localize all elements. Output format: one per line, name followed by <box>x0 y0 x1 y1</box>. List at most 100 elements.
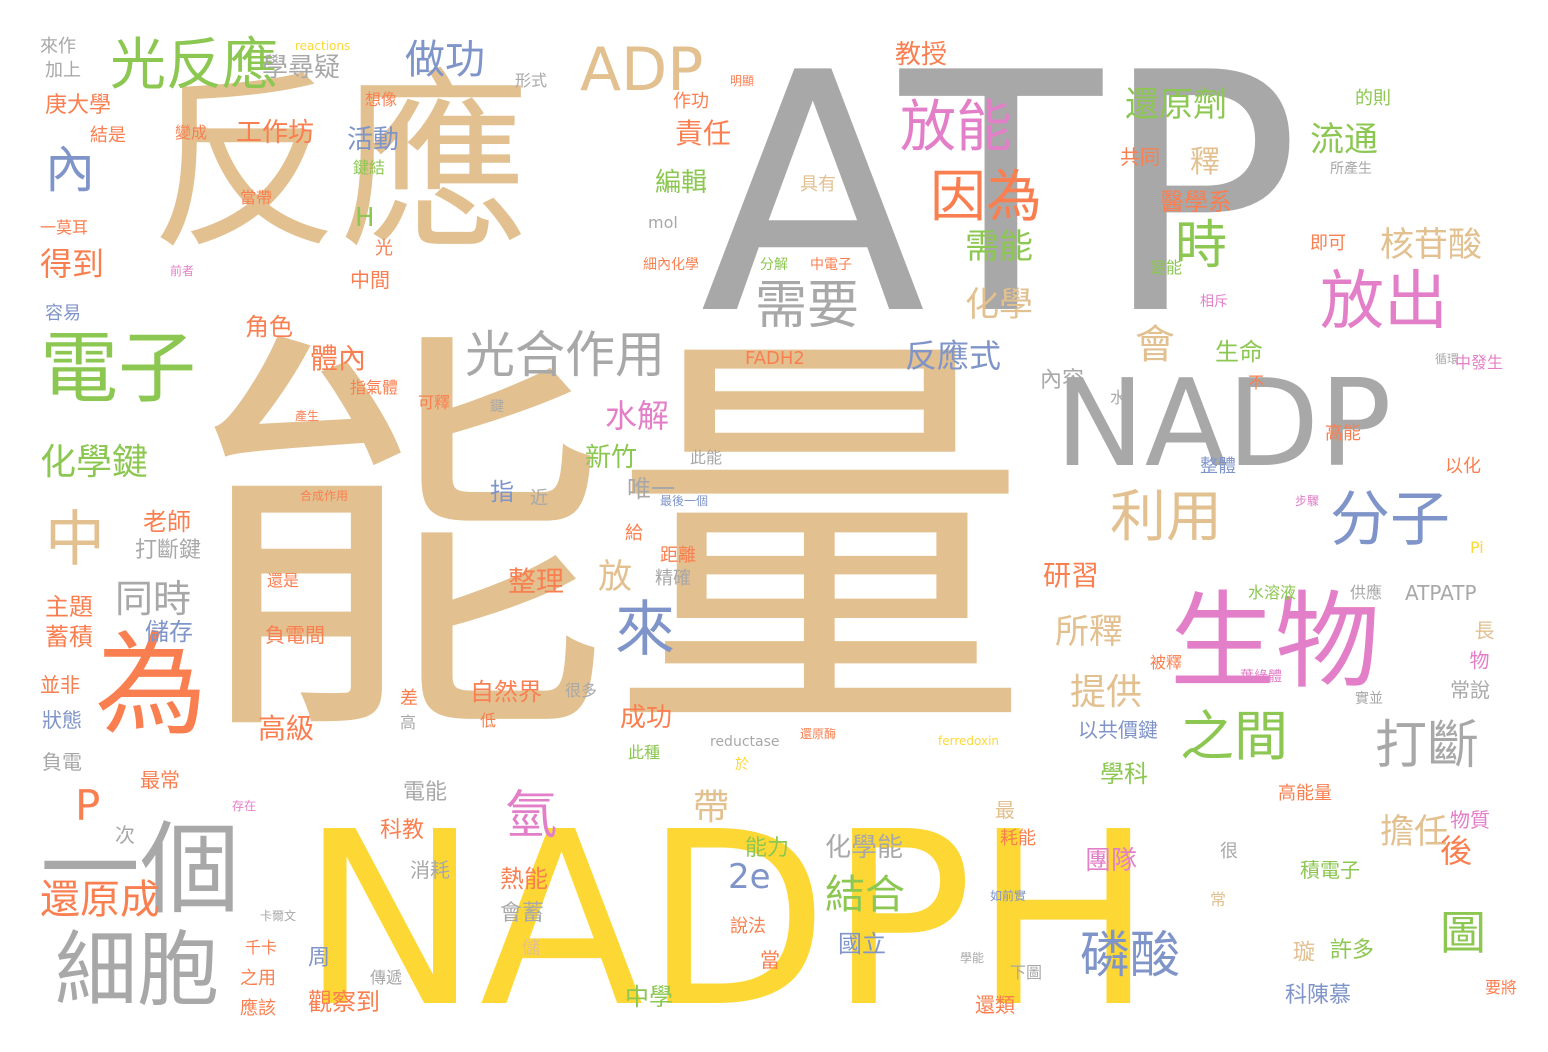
cloud-word: 很多 <box>565 681 598 700</box>
cloud-word: 差 <box>400 688 418 709</box>
cloud-word: 當 <box>760 948 780 972</box>
cloud-word: 分子 <box>1330 485 1450 555</box>
cloud-word: 此能 <box>690 448 723 467</box>
cloud-word: 老師 <box>143 508 191 536</box>
cloud-word: 流通 <box>1310 120 1378 160</box>
cloud-word: 相斥 <box>1200 294 1228 310</box>
cloud-word: 蓄積 <box>45 623 93 651</box>
cloud-word: NADPH <box>300 780 1154 1052</box>
cloud-word: 水解 <box>605 397 670 435</box>
cloud-word: 即可 <box>1310 233 1346 254</box>
cloud-word: 鍵 <box>490 399 504 415</box>
cloud-word: 放出 <box>1320 265 1448 339</box>
cloud-word: 化學能 <box>825 833 904 863</box>
cloud-word: 整理 <box>508 565 565 598</box>
cloud-word: 不 <box>1248 373 1265 392</box>
cloud-word: 之用 <box>240 968 276 989</box>
cloud-word: mol <box>648 213 678 232</box>
cloud-word: 積電子 <box>1300 858 1360 882</box>
cloud-word: 化學鍵 <box>40 442 149 483</box>
cloud-word: 內 <box>45 141 95 199</box>
cloud-word: 還原成 <box>40 877 160 923</box>
cloud-word: 鍵能 <box>1150 258 1183 277</box>
cloud-word: 說法 <box>730 916 766 937</box>
cloud-word: 國立 <box>838 930 886 958</box>
cloud-word: 最後一個 <box>660 494 709 508</box>
cloud-word: 中發生 <box>1455 353 1504 372</box>
cloud-word: 步驟 <box>1295 494 1320 508</box>
cloud-word: 生物 <box>1170 581 1381 703</box>
cloud-word: 電子 <box>40 324 197 414</box>
cloud-word: 整體 <box>1200 456 1236 477</box>
cloud-word: 研習 <box>1043 559 1100 592</box>
cloud-word: 擔任 <box>1380 812 1448 852</box>
cloud-word: 結合 <box>825 872 905 918</box>
cloud-word: 電能 <box>403 780 448 805</box>
cloud-word: 近 <box>530 488 548 509</box>
cloud-word: 得到 <box>40 245 105 283</box>
cloud-word: 化學 <box>965 285 1033 325</box>
cloud-word: 次 <box>115 823 135 847</box>
cloud-word: 主題 <box>45 593 93 621</box>
cloud-word: 需能 <box>965 227 1033 267</box>
cloud-word: 並非 <box>40 673 80 697</box>
cloud-word: 圖 <box>1440 906 1486 960</box>
cloud-word: 供應 <box>1350 583 1383 602</box>
cloud-word: 物質 <box>1450 808 1490 832</box>
cloud-word: 熱能 <box>500 865 548 893</box>
cloud-word: 如前實 <box>990 889 1027 903</box>
cloud-word: 儲存 <box>145 618 193 646</box>
cloud-word: ADP <box>580 35 704 105</box>
cloud-word: 光反應 <box>110 33 278 98</box>
cloud-word: 中學 <box>625 983 673 1011</box>
cloud-word: 最常 <box>140 768 180 792</box>
cloud-word: 以共價鍵 <box>1078 718 1158 742</box>
cloud-word: 當帶 <box>240 188 273 207</box>
cloud-word: 中 <box>45 505 105 575</box>
cloud-word: 給 <box>625 523 643 544</box>
cloud-word: 自然界 <box>470 678 542 706</box>
cloud-word: 高 <box>400 713 417 732</box>
cloud-word: 中間 <box>350 268 390 292</box>
cloud-word: 下圖 <box>1010 963 1043 982</box>
cloud-word: 指 <box>490 478 514 506</box>
cloud-word: 葉綠體 <box>1240 669 1282 685</box>
cloud-word: 低 <box>480 711 497 730</box>
cloud-word: 明顯 <box>730 74 755 88</box>
cloud-word: 所釋 <box>1055 612 1123 652</box>
cloud-word: 的則 <box>1355 88 1391 109</box>
cloud-word: 負電 <box>42 750 82 774</box>
cloud-word: 會 <box>1135 322 1175 368</box>
cloud-word: 周 <box>304 945 329 967</box>
cloud-word: 常說 <box>1450 678 1490 702</box>
cloud-word: 核苷酸 <box>1380 225 1482 265</box>
cloud-word: anabolic <box>1042 84 1093 98</box>
cloud-word: 打斷 <box>1375 716 1480 776</box>
cloud-word: H <box>355 203 375 233</box>
cloud-word: 磷酸 <box>1080 926 1180 984</box>
cloud-word: 教授 <box>895 40 948 70</box>
cloud-word: 最 <box>995 798 1015 822</box>
cloud-word: 璇 <box>1289 940 1314 962</box>
cloud-word: NADP <box>1055 355 1392 494</box>
cloud-word: FADH2 <box>745 348 805 369</box>
cloud-word: 產生 <box>295 409 320 423</box>
cloud-word: 因為 <box>930 165 1042 230</box>
cloud-word: 實並 <box>1355 691 1383 707</box>
cloud-word: 之間 <box>1180 705 1288 768</box>
cloud-word: 做功 <box>405 37 485 83</box>
cloud-word: 利用 <box>1110 485 1222 550</box>
cloud-word: 氫 <box>505 786 558 846</box>
cloud-word: 學尋疑 <box>262 53 341 83</box>
cloud-word: ATP <box>700 3 1301 387</box>
cloud-word: 應該 <box>240 998 276 1019</box>
cloud-word: 2e <box>728 857 771 897</box>
cloud-word: 耗能 <box>1000 828 1036 849</box>
cloud-word: 打斷鍵 <box>135 538 202 563</box>
cloud-word: 角色 <box>245 313 293 341</box>
cloud-word: 後 <box>1440 832 1473 870</box>
cloud-word: reductase <box>710 734 780 750</box>
cloud-word: 容易 <box>45 303 81 324</box>
cloud-word: 於 <box>735 757 749 773</box>
